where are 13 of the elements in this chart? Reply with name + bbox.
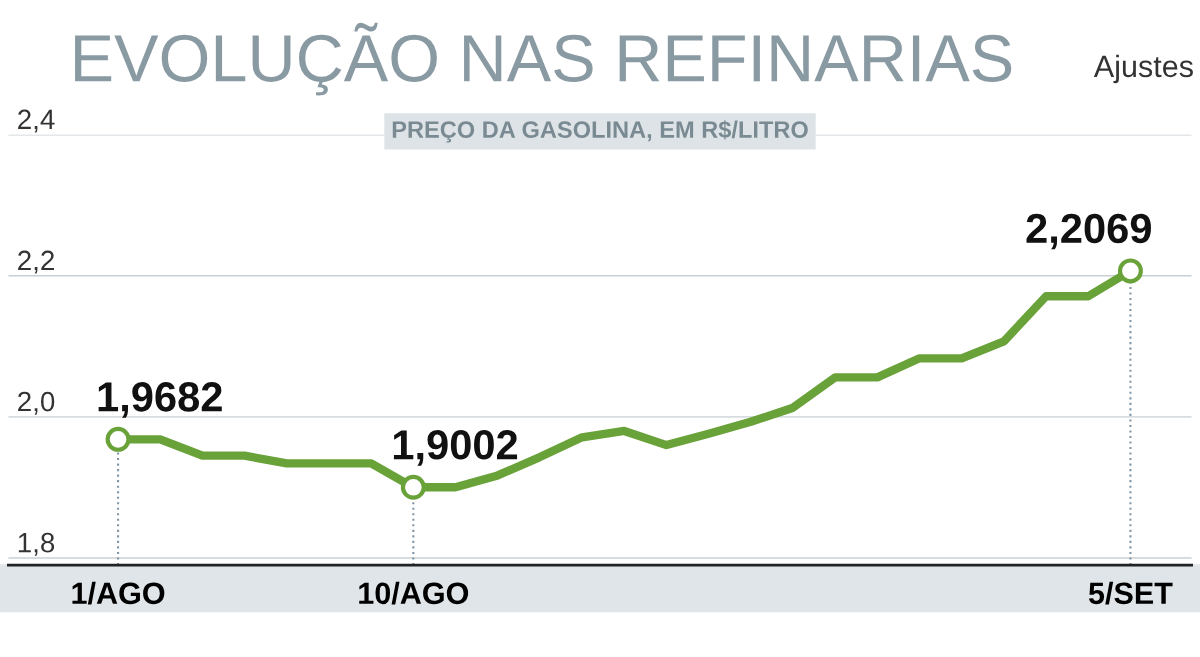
- chart-title: EVOLUÇÃO NAS REFINARIAS: [75, 22, 1012, 96]
- y-tick-label: 2,0: [18, 391, 55, 415]
- x-tick-label: 1/AGO: [72, 581, 165, 605]
- y-tick-label: 2,4: [18, 109, 55, 133]
- y-axis-title: PREÇO DA GASOLINA, EM R$/LITRO: [392, 120, 808, 143]
- y-tick-label: 2,2: [18, 250, 54, 274]
- data-label: 1,9682: [98, 382, 222, 418]
- chart-subtitle: Ajustes: [1093, 54, 1193, 84]
- x-tick-label: 5/SET: [1088, 581, 1173, 605]
- x-tick-label: 10/AGO: [359, 581, 469, 605]
- y-tick-label: 1,8: [18, 532, 55, 556]
- data-label: 2,2069: [1026, 213, 1151, 250]
- data-label: 1,9002: [393, 430, 518, 466]
